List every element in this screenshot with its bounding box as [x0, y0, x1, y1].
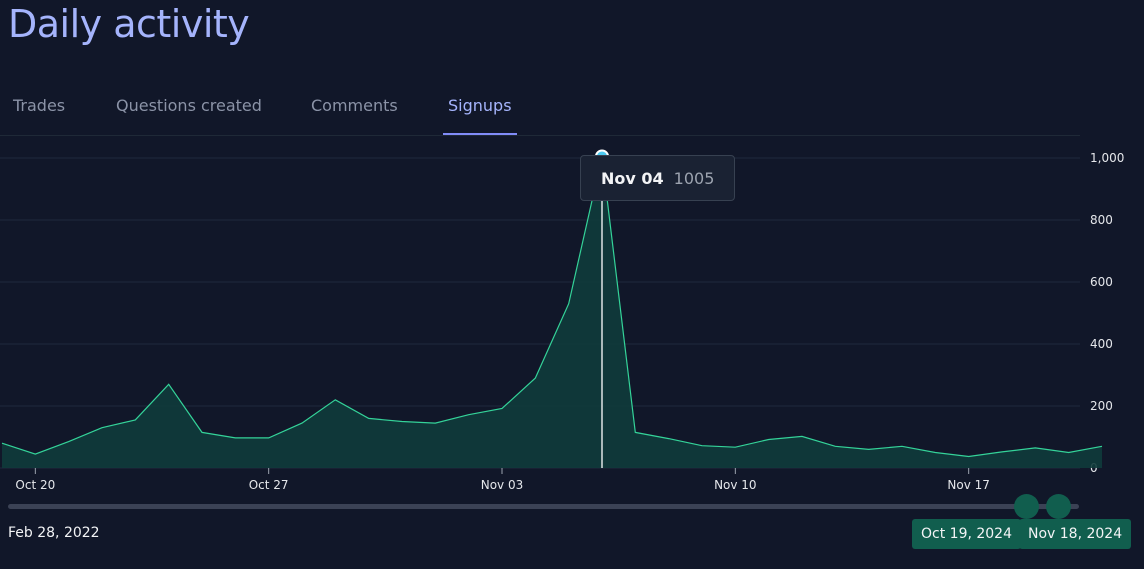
y-tick-label: 600 [1090, 275, 1113, 289]
date-range-slider-track[interactable] [8, 504, 1079, 509]
chart-tooltip: Nov 04 1005 [580, 155, 736, 201]
page-title: Daily activity [8, 2, 250, 46]
tabs-divider [0, 135, 1080, 136]
tab-comments[interactable]: Comments [311, 96, 398, 115]
series-line [1, 156, 1103, 458]
range-end-handle[interactable] [1046, 494, 1071, 519]
x-tick-label: Nov 03 [481, 478, 524, 492]
tooltip-date: Nov 04 [601, 168, 664, 188]
range-start-date-label: Oct 19, 2024 [912, 519, 1021, 549]
series-area [2, 156, 1102, 468]
tab-trades[interactable]: Trades [13, 96, 66, 115]
x-tick-label: Oct 20 [15, 478, 55, 492]
tab-signups[interactable]: Signups [448, 96, 512, 115]
range-min-date: Feb 28, 2022 [8, 525, 100, 541]
y-tick-label: 1,000 [1090, 151, 1124, 165]
y-tick-label: 200 [1090, 399, 1113, 413]
y-tick-label: 400 [1090, 337, 1113, 351]
x-tick-label: Nov 17 [947, 478, 990, 492]
active-tab-indicator [443, 133, 517, 135]
x-tick-label: Oct 27 [249, 478, 289, 492]
tab-questions-created[interactable]: Questions created [116, 96, 262, 115]
activity-tabs: Trades Questions created Comments Signup… [0, 84, 1080, 136]
range-end-date-label: Nov 18, 2024 [1019, 519, 1132, 549]
tooltip-value: 1005 [673, 168, 715, 188]
y-tick-label: 800 [1090, 213, 1113, 227]
range-start-handle[interactable] [1014, 494, 1039, 519]
x-tick-label: Nov 10 [714, 478, 757, 492]
